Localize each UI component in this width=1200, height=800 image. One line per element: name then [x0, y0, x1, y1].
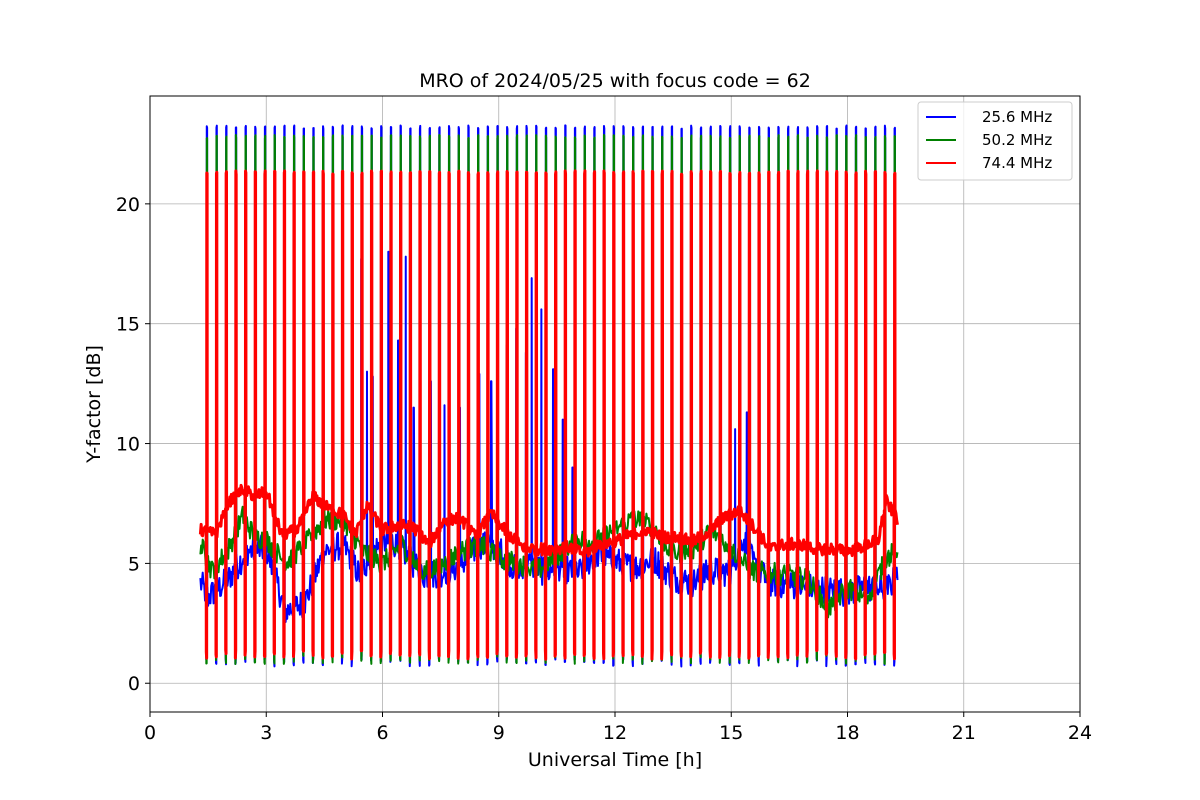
- x-axis-label: Universal Time [h]: [528, 749, 702, 771]
- x-tick-label: 18: [835, 722, 859, 744]
- chart-title: MRO of 2024/05/25 with focus code = 62: [419, 70, 811, 92]
- x-tick-label: 21: [952, 722, 976, 744]
- series-line-74-4-mhz: [198, 169, 899, 661]
- y-axis-label: Y-factor [dB]: [83, 345, 105, 464]
- x-tick-label: 24: [1068, 722, 1092, 744]
- x-tick-label: 15: [719, 722, 743, 744]
- x-tick-label: 0: [144, 722, 156, 744]
- legend-label-25-6-mhz: 25.6 MHz: [982, 108, 1052, 126]
- x-tick-label: 9: [493, 722, 505, 744]
- y-tick-label: 5: [128, 553, 140, 575]
- x-tick-label: 6: [376, 722, 388, 744]
- y-tick-label: 20: [116, 194, 140, 216]
- legend: 25.6 MHz 50.2 MHz 74.4 MHz: [917, 101, 1073, 181]
- x-tick-label: 3: [260, 722, 272, 744]
- plot-data: [198, 124, 899, 668]
- legend-label-50-2-mhz: 50.2 MHz: [982, 131, 1052, 149]
- y-tick-label: 10: [116, 434, 140, 456]
- legend-box: [917, 101, 1073, 181]
- x-tick-label: 12: [603, 722, 627, 744]
- legend-label-74-4-mhz: 74.4 MHz: [982, 154, 1052, 172]
- y-tick-label: 0: [128, 673, 140, 695]
- axis-ticks: 0 3 6 9 12 15 18 21 24 0 5 10 15 20: [116, 194, 1092, 744]
- y-tick-label: 15: [116, 314, 140, 336]
